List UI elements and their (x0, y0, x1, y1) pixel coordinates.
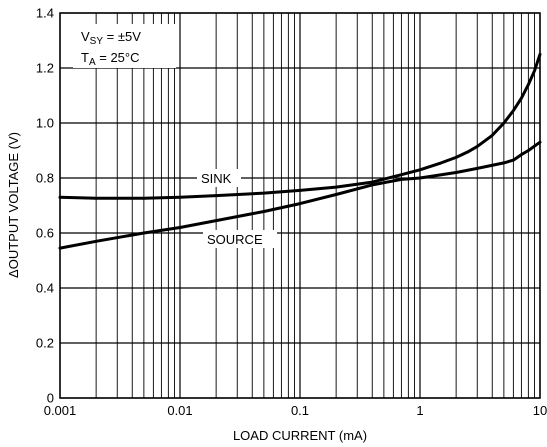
x-tick-label: 0.001 (44, 403, 77, 418)
y-tick-label: 1.4 (36, 6, 54, 21)
conditions-box (73, 24, 176, 68)
temperature-condition: TA = 25°C (81, 50, 140, 68)
source-label-bg (203, 230, 277, 248)
y-tick-label: 1.0 (36, 116, 54, 131)
y-tick-label: 1.2 (36, 61, 54, 76)
supply-condition: VSY = ±5V (81, 29, 141, 47)
sink-label: SINK (201, 171, 232, 186)
y-axis-title: ΔOUTPUT VOLTAGE (V) (6, 132, 21, 278)
series-line-source (58, 140, 542, 250)
x-tick-label: 0.1 (291, 403, 309, 418)
y-tick-label: 0.6 (36, 226, 54, 241)
x-tick-label: 1 (416, 403, 423, 418)
x-tick-label: 10 (533, 403, 547, 418)
grid (59, 12, 541, 399)
y-tick-label: 0.4 (36, 281, 54, 296)
y-tick-label: 0.2 (36, 336, 54, 351)
y-tick-label: 0.8 (36, 171, 54, 186)
x-tick-label: 0.01 (167, 403, 192, 418)
series-lines (58, 52, 542, 250)
sink-label-bg (197, 169, 241, 187)
y-tick-label: 0 (47, 391, 54, 406)
y-tick-labels: 0 0.2 0.4 0.6 0.8 1.0 1.2 1.4 (36, 6, 54, 406)
source-label: SOURCE (207, 232, 263, 247)
plot-frame (59, 12, 541, 399)
x-tick-labels: 0.001 0.01 0.1 1 10 (44, 403, 547, 418)
x-axis-title: LOAD CURRENT (mA) (233, 428, 367, 443)
series-line-sink (58, 52, 542, 200)
